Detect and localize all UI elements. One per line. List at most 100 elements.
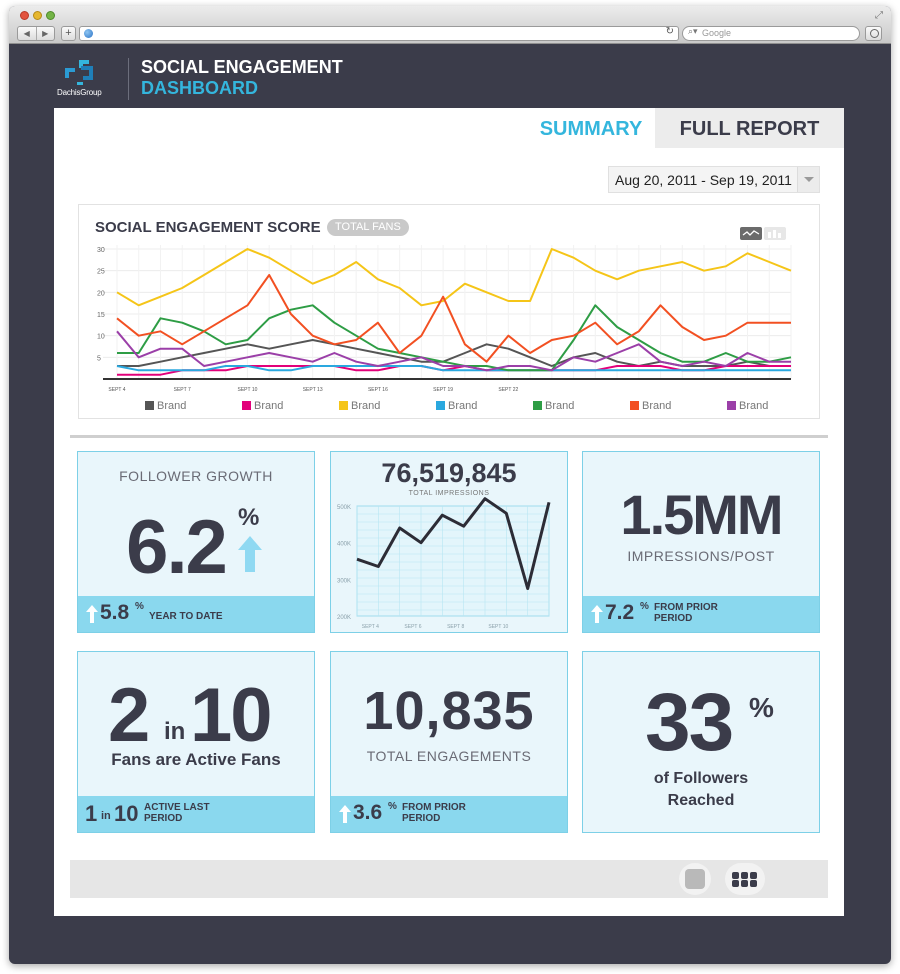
date-range-select[interactable]: Aug 20, 2011 - Sep 19, 2011 <box>608 166 820 193</box>
line-chart-icon <box>742 230 760 236</box>
y-tick-label: 200K <box>337 615 351 621</box>
browser-toolbar: ⤢ ◀ ▶ + ↻ ⌕▾ Google <box>9 6 891 44</box>
minimize-window-button[interactable] <box>33 11 42 20</box>
impressions-post-label: IMPRESSIONS/POST <box>627 548 775 564</box>
series-line <box>356 497 551 590</box>
fullscreen-icon[interactable]: ⤢ <box>875 10 883 21</box>
search-placeholder: Google <box>702 28 732 38</box>
grid-icon <box>732 872 739 879</box>
x-tick-label: SEPT 6 <box>404 624 421 630</box>
prior-period-unit: % <box>640 601 649 612</box>
chevron-down-icon[interactable] <box>797 167 819 192</box>
app-title: SOCIAL ENGAGEMENT <box>141 57 343 77</box>
series-line <box>117 304 792 372</box>
legend-swatch <box>242 401 251 410</box>
back-forward-buttons[interactable]: ◀ ▶ <box>17 26 55 41</box>
active-last-num-a: 1 <box>85 801 98 826</box>
prior-period-value: 7.2 <box>605 601 635 624</box>
x-tick-label: SEPT 10 <box>237 387 257 393</box>
follower-growth-unit: % <box>238 504 260 531</box>
up-arrow-icon <box>238 536 262 572</box>
y-tick-label: 15 <box>97 312 105 319</box>
active-fans-footer: 1 in 10 ACTIVE LAST PERIOD <box>78 796 314 832</box>
follower-growth-value: 6.2 <box>126 505 228 590</box>
legend-swatch <box>339 401 348 410</box>
legend-label: Brand <box>642 400 671 412</box>
engagement-chart: 30 25 20 15 10 5 SEPT 4 SEPT 7 SEPT 10 SEPT 13 SEP… <box>78 204 820 419</box>
single-view-button[interactable] <box>679 863 711 895</box>
y-tick-label: 30 <box>97 247 105 254</box>
new-tab-button[interactable]: + <box>61 26 76 41</box>
y-tick-label: 400K <box>337 542 351 548</box>
x-tick-label: SEPT 13 <box>303 387 323 393</box>
bar-view-toggle[interactable] <box>764 227 786 240</box>
browser-window: ⤢ ◀ ▶ + ↻ ⌕▾ Google DachisGroup SOCIAL E… <box>9 6 891 964</box>
impressions-post-card: 1.5MM IMPRESSIONS/POST 7.2 % FROM PRIOR … <box>582 451 820 633</box>
grid-icon <box>750 872 757 879</box>
x-tick-label: SEPT 4 <box>362 624 379 630</box>
bar-chart-icon <box>768 230 781 238</box>
tab-full-report[interactable]: FULL REPORT <box>655 108 844 148</box>
y-tick-label: 300K <box>337 578 351 584</box>
legend-swatch <box>533 401 542 410</box>
x-tick-label: SEPT 8 <box>447 624 464 630</box>
total-impressions-label: TOTAL IMPRESSIONS <box>408 490 490 497</box>
followers-reached-value: 33 <box>645 677 734 768</box>
engagements-label: TOTAL ENGAGEMENTS <box>366 748 532 764</box>
ytd-label: YEAR TO DATE <box>149 611 223 622</box>
impressions-post-footer: 7.2 % FROM PRIOR PERIOD <box>583 596 819 632</box>
engagements-change-value: 3.6 <box>353 801 383 824</box>
followers-reached-label-2: Reached <box>667 792 735 809</box>
prior-period-label-1: FROM PRIOR <box>654 602 718 613</box>
header-divider <box>128 58 129 100</box>
line-view-toggle[interactable] <box>740 227 762 240</box>
active-fans-num-a: 2 <box>108 673 151 758</box>
active-fans-num-b: 10 <box>190 673 273 758</box>
legend-swatch <box>145 401 154 410</box>
reload-icon[interactable]: ↻ <box>665 26 674 37</box>
ytd-value: 5.8 <box>100 601 130 624</box>
tab-summary[interactable]: SUMMARY <box>539 118 643 140</box>
series-line <box>116 248 792 307</box>
plot-area <box>356 505 550 617</box>
view-toolbar <box>70 860 828 898</box>
grid-view-button[interactable] <box>725 863 765 895</box>
engagement-chart-svg: 30 25 20 15 10 5 SEPT 4 SEPT 7 SEPT 10 SEPT 13 SEP… <box>97 245 792 412</box>
engagements-footer: 3.6 % FROM PRIOR PERIOD <box>331 796 567 832</box>
address-bar[interactable]: ↻ <box>79 26 679 41</box>
up-arrow-icon <box>86 605 98 623</box>
dachis-logo-mark <box>65 60 93 85</box>
engagements-card: 10,835 TOTAL ENGAGEMENTS 3.6 % FROM PRIO… <box>330 651 568 833</box>
series-line <box>116 365 791 372</box>
total-fans-badge[interactable]: TOTAL FANS <box>327 219 409 236</box>
legend-swatch <box>436 401 445 410</box>
x-tick-label: SEPT 4 <box>108 387 125 393</box>
up-arrow-icon <box>339 805 351 823</box>
zoom-window-button[interactable] <box>46 11 55 20</box>
globe-icon <box>84 29 93 38</box>
x-tick-label: SEPT 22 <box>498 387 518 393</box>
legend-swatch <box>630 401 639 410</box>
close-window-button[interactable] <box>20 11 29 20</box>
follower-growth-card: FOLLOWER GROWTH 6.2 % 5.8 % YEAR TO DATE <box>77 451 315 633</box>
extension-icon[interactable] <box>865 26 882 41</box>
legend-label: Brand <box>545 400 574 412</box>
forward-icon[interactable]: ▶ <box>42 29 49 38</box>
active-last-in: in <box>101 810 111 822</box>
y-tick-label: 20 <box>97 290 105 297</box>
followers-reached-card: 33 % of Followers Reached <box>582 651 820 833</box>
impressions-chart-card: 76,519,845 TOTAL IMPRESSIONS 500K 400K 300… <box>330 451 568 633</box>
y-tick-label: 25 <box>97 269 105 276</box>
dashboard-panel: SUMMARY FULL REPORT Aug 20, 2011 - Sep 1… <box>54 108 844 916</box>
followers-reached-label-1: of Followers <box>653 770 749 787</box>
up-arrow-icon <box>591 605 603 623</box>
impressions-mini-chart: 500K 400K 300K 200K SEPT 4 SEPT 6 SEPT 8 SEPT 1… <box>337 497 551 630</box>
search-field[interactable]: ⌕▾ Google <box>682 26 860 41</box>
y-tick-label: 500K <box>337 505 351 511</box>
follower-growth-label: FOLLOWER GROWTH <box>119 468 273 484</box>
prior-period-label-2: PERIOD <box>654 613 693 624</box>
legend-label: Brand <box>157 400 186 412</box>
x-tick-label: SEPT 10 <box>488 624 508 630</box>
x-tick-label: SEPT 19 <box>433 387 453 393</box>
back-icon[interactable]: ◀ <box>18 27 37 40</box>
